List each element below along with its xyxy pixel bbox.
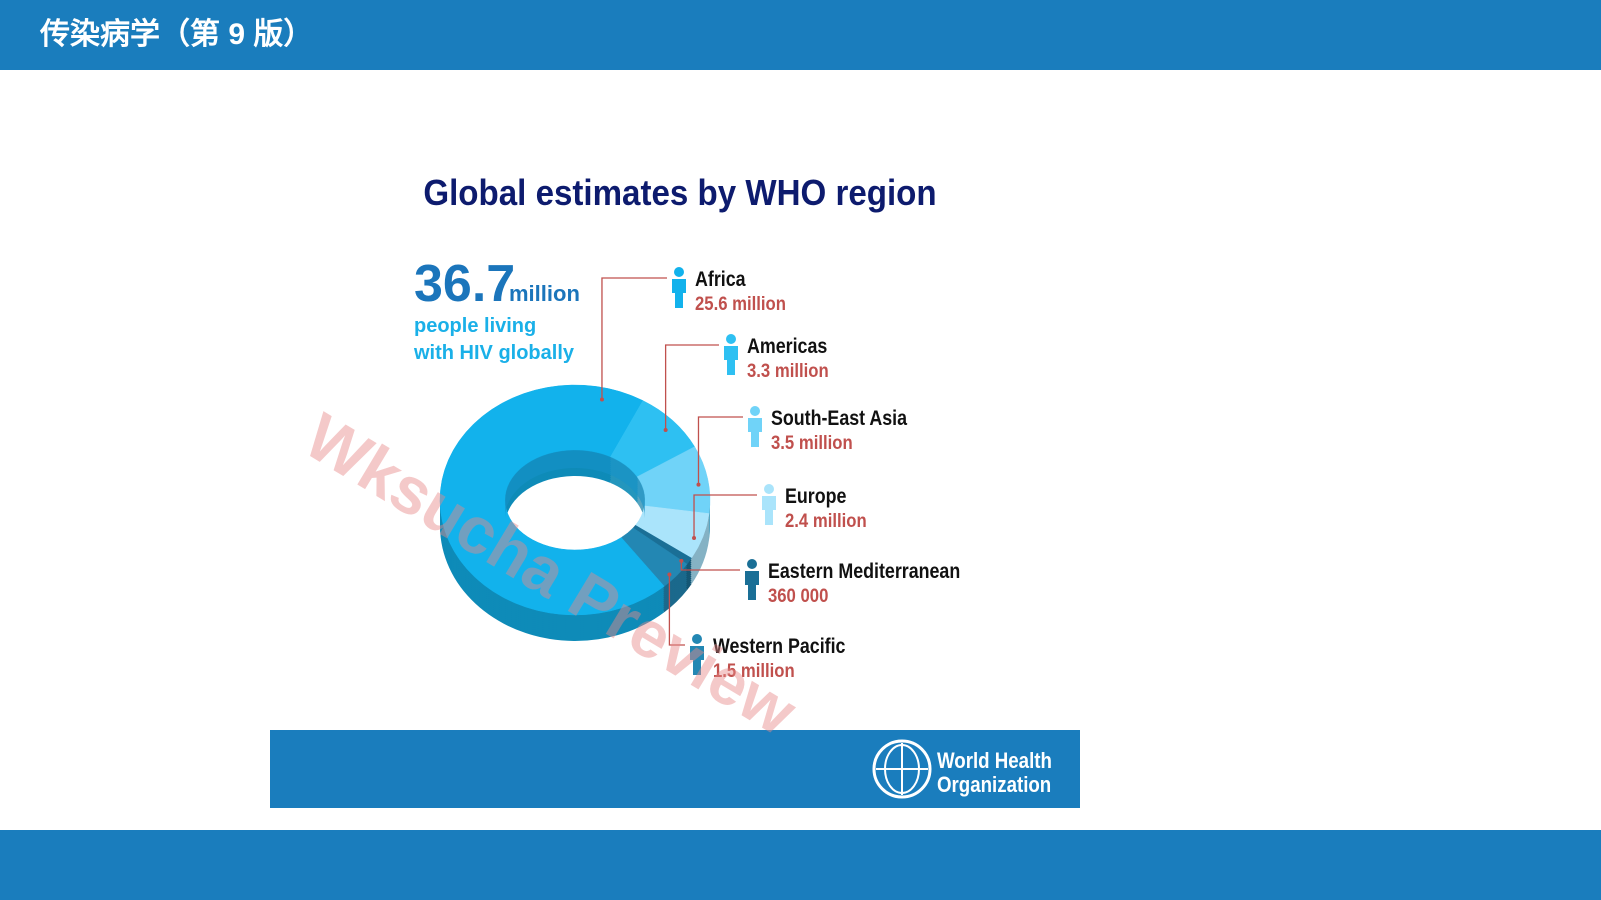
- segment: [439, 384, 665, 616]
- person-icon: [674, 267, 684, 277]
- region-value: 25.6 million: [695, 293, 786, 314]
- region-name: Eastern Mediterranean: [768, 560, 960, 584]
- connector: [680, 560, 740, 571]
- person-icon: [745, 571, 759, 600]
- donut: [439, 384, 711, 641]
- footer-bar: [0, 830, 1601, 900]
- connector-dot: [599, 397, 604, 402]
- region-name: Europe: [785, 485, 847, 509]
- region-name: South-East Asia: [771, 407, 907, 431]
- connector: [697, 416, 743, 485]
- person-icon: [690, 646, 704, 675]
- person-icon: [762, 496, 776, 525]
- who-emblem: [872, 739, 932, 799]
- person-icon: [724, 346, 738, 375]
- region-name: Americas: [747, 335, 827, 359]
- headline-caption: with HIV globally: [413, 342, 575, 364]
- person-icon: [748, 418, 762, 447]
- region-value: 3.3 million: [747, 360, 829, 381]
- region-value: 1.5 million: [713, 660, 795, 681]
- person-icon: [747, 559, 757, 569]
- connector: [693, 494, 757, 539]
- chart-title: Global estimates by WHO region: [423, 174, 936, 214]
- region-name: Western Pacific: [713, 635, 846, 659]
- person-icon: [764, 484, 774, 494]
- region-value: 2.4 million: [785, 510, 867, 531]
- connector-dot: [692, 536, 697, 541]
- connector: [664, 344, 719, 430]
- connector: [601, 277, 667, 400]
- person-icon: [726, 334, 736, 344]
- headline-value: 36.7: [414, 255, 515, 313]
- region-name: Africa: [695, 268, 746, 292]
- header-title: 传染病学（第 9 版）: [39, 17, 313, 51]
- headline-caption: people living: [414, 315, 536, 337]
- who-name: Organization: [937, 774, 1051, 798]
- connector-dot: [667, 572, 672, 577]
- connector-dot: [679, 558, 684, 563]
- connector-dot: [663, 427, 668, 432]
- person-icon: [672, 279, 686, 308]
- region-value: 360 000: [768, 585, 828, 606]
- person-icon: [692, 634, 702, 644]
- header-bar: [0, 0, 1601, 70]
- connector-dot: [696, 482, 701, 487]
- region-value: 3.5 million: [771, 432, 853, 453]
- who-name: World Health: [937, 750, 1052, 774]
- headline-unit: million: [509, 281, 580, 306]
- who-band: [270, 730, 1080, 808]
- connector: [668, 574, 685, 646]
- person-icon: [750, 406, 760, 416]
- hole-inner-wall: [505, 450, 645, 518]
